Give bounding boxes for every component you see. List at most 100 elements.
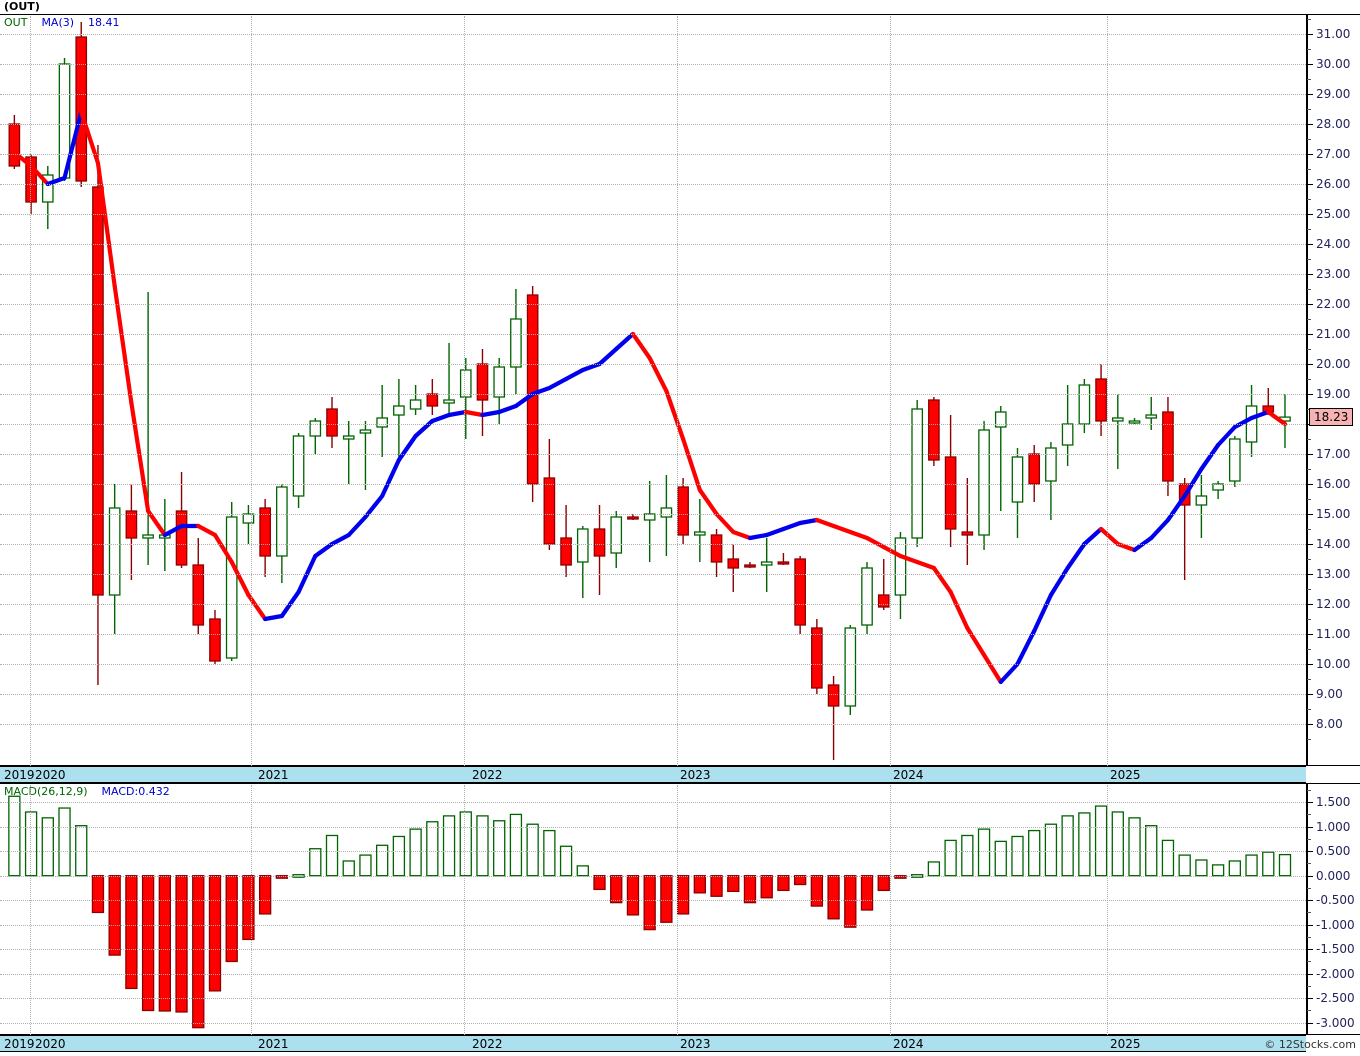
candle-body: [1228, 438, 1241, 482]
candle-body: [727, 558, 740, 569]
price-y-label: 29.00: [1316, 87, 1351, 101]
candle-body: [844, 627, 857, 707]
ma3-segment: [380, 457, 401, 499]
macd-bar: [175, 875, 188, 1013]
candle-body: [8, 123, 21, 167]
ma3-segment: [146, 508, 167, 538]
price-y-label: 20.00: [1316, 357, 1351, 371]
macd-gridline: [0, 924, 1306, 926]
price-y-minor-tick: [1307, 169, 1311, 170]
macd-bar: [359, 854, 372, 877]
price-y-label: 28.00: [1316, 117, 1351, 131]
year-gridline: [30, 16, 31, 766]
ma3-segment: [1065, 541, 1087, 571]
ma3-segment: [1232, 415, 1254, 430]
price-y-label: 12.00: [1316, 597, 1351, 611]
ma3-segment: [831, 523, 853, 535]
price-gridline: [0, 574, 1306, 575]
macd-bar: [24, 811, 38, 877]
year-label: 2025: [1110, 768, 1141, 782]
price-y-minor-tick: [1307, 379, 1311, 380]
price-gridline: [0, 424, 1306, 425]
year-label: 2022: [472, 1037, 503, 1051]
price-y-label: 22.00: [1316, 297, 1351, 311]
year-label: 2022: [472, 768, 503, 782]
macd-y-label: 1.500: [1316, 795, 1351, 810]
macd-bar: [1195, 859, 1208, 877]
legend-macd-value: MACD:0.432: [101, 785, 170, 798]
candle-body: [610, 516, 623, 554]
price-y-tick: [1307, 574, 1313, 575]
macd-y-minor-tick: [1307, 1010, 1311, 1012]
ma3-segment: [1082, 526, 1104, 547]
macd-bar: [1111, 811, 1124, 877]
candle-body: [92, 186, 104, 596]
macd-bar: [58, 807, 71, 877]
price-y-tick: [1307, 124, 1313, 125]
ma3-segment: [497, 403, 519, 415]
candle-body: [25, 156, 37, 203]
price-y-tick: [1307, 34, 1313, 35]
price-y-tick: [1307, 244, 1313, 245]
price-gridline: [0, 214, 1306, 215]
ma3-segment: [697, 487, 719, 517]
macd-bar: [1178, 854, 1191, 877]
price-y-tick: [1307, 334, 1313, 335]
price-gridline: [0, 634, 1306, 635]
price-y-minor-tick: [1307, 259, 1311, 260]
price-y-minor-tick: [1307, 229, 1311, 230]
macd-bar: [944, 839, 957, 877]
price-y-minor-tick: [1307, 649, 1311, 650]
year-gridline: [1107, 16, 1108, 766]
macd-bar: [877, 875, 890, 892]
candle-body: [660, 507, 673, 518]
price-y-label: 23.00: [1316, 267, 1351, 281]
macd-bar: [409, 828, 422, 877]
price-y-label: 13.00: [1316, 567, 1351, 581]
price-y-minor-tick: [1307, 289, 1311, 290]
macd-bar: [576, 865, 589, 877]
macd-bar: [860, 875, 874, 911]
macd-y-tick: [1307, 875, 1313, 877]
candle-body: [710, 534, 723, 563]
watermark: © 12Stocks.com: [1264, 1038, 1356, 1051]
macd-y-label: -0.500: [1316, 893, 1355, 908]
macd-bar: [827, 875, 840, 920]
macd-y-minor-tick: [1307, 912, 1311, 914]
price-gridline: [0, 604, 1306, 605]
macd-y-tick: [1307, 998, 1313, 1000]
ma3-segment: [1266, 409, 1288, 427]
macd-legend: MACD(26,12,9) MACD:0.432: [4, 786, 170, 798]
year-gridline: [890, 16, 891, 766]
macd-bar: [309, 848, 322, 877]
price-y-minor-tick: [1307, 49, 1311, 50]
ma3-segment: [948, 589, 970, 631]
macd-y-label: 0.000: [1316, 868, 1351, 883]
ma3-segment: [881, 544, 903, 559]
ma3-segment: [1182, 466, 1204, 499]
macd-bar: [8, 795, 21, 877]
macd-y-label: -2.500: [1316, 991, 1355, 1006]
macd-bar: [1094, 805, 1108, 877]
macd-bar: [710, 875, 723, 897]
candle-body: [560, 537, 572, 566]
macd-bar: [141, 875, 155, 1012]
macd-gridline: [0, 826, 1306, 828]
macd-bar: [91, 875, 105, 914]
candle-body: [1045, 447, 1057, 482]
year-gridline: [251, 785, 252, 1035]
ma3-segment: [1165, 493, 1187, 523]
macd-bar: [676, 875, 690, 915]
macd-bar: [1028, 829, 1041, 877]
candle-body: [276, 486, 288, 557]
legend-indicator-ma: MA(3): [41, 16, 75, 29]
macd-bar: [125, 875, 138, 990]
price-y-label: 26.00: [1316, 177, 1351, 191]
ma3-segment: [430, 412, 452, 424]
ma3-segment: [413, 418, 435, 439]
price-gridline: [0, 514, 1306, 515]
macd-bar: [325, 834, 339, 877]
ma3-segment: [513, 391, 535, 409]
price-y-tick: [1307, 454, 1313, 455]
price-y-minor-tick: [1307, 499, 1311, 500]
